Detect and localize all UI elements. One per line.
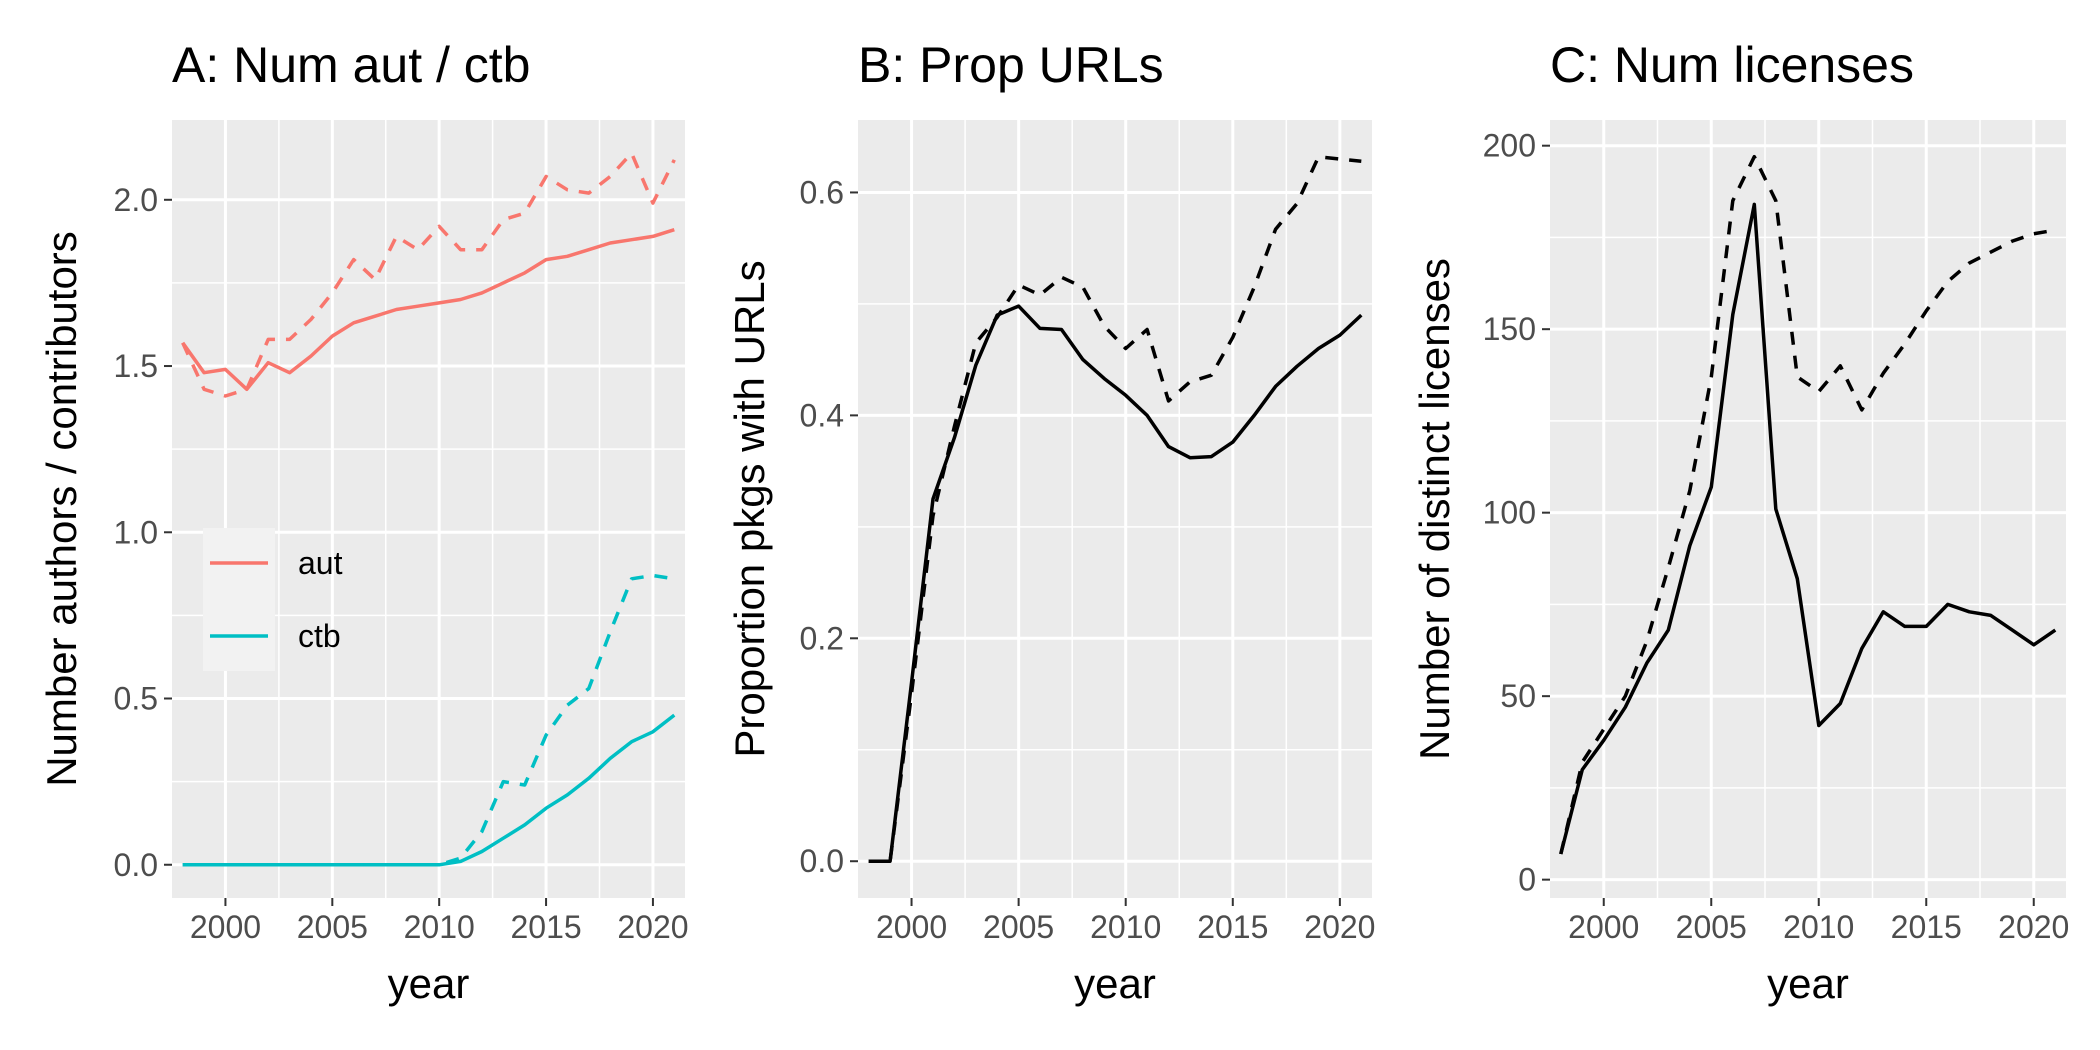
panel-a-series-line-ctb-dashed <box>182 573 675 867</box>
panel-c-x-tick-label: 2000 <box>1568 909 1639 945</box>
panel-c-series-line-dashed <box>1559 154 2056 855</box>
panel-b-x-tick-label: 2020 <box>1304 909 1375 945</box>
panel-c-y-tick-label: 100 <box>1483 495 1536 531</box>
panel-c-x-tick-label: 2020 <box>1998 909 2069 945</box>
panel-b-x-tick-label: 2015 <box>1197 909 1268 945</box>
panel-b-y-tick-label: 0.6 <box>800 174 844 210</box>
panel-c-x-tick-label: 2015 <box>1891 909 1962 945</box>
panel-c-y-axis-title: Number of distinct licenses <box>1411 258 1458 760</box>
panel-c-y-tick-label: 50 <box>1500 678 1536 714</box>
panel-c-x-tick-label: 2005 <box>1676 909 1747 945</box>
panel-a-series-line-aut-solid <box>181 228 675 392</box>
panel-a-y-tick-label: 2.0 <box>114 182 158 218</box>
panel-a-x-tick-label: 2020 <box>617 909 688 945</box>
panel-b-title: B: Prop URLs <box>858 37 1164 93</box>
panel-c-y-tick-label: 200 <box>1483 128 1536 164</box>
legend-label-aut: aut <box>298 545 343 581</box>
panel-a-x-tick-label: 2005 <box>297 909 368 945</box>
panel-b-y-tick-label: 0.0 <box>800 843 844 879</box>
panel-a-y-axis-title: Number authors / contributors <box>38 231 85 787</box>
panel-a-y-tick-label: 1.0 <box>114 514 158 550</box>
panel-a: 2000 2005 2010 2015 2020 0.0 0.5 1.0 1.5 2.0 A: Nu… <box>38 37 689 1007</box>
panel-a-title: A: Num aut / ctb <box>172 37 530 93</box>
panel-a-legend: aut ctb <box>203 528 343 671</box>
panel-a-x-tick-label: 2015 <box>510 909 581 945</box>
panel-b-x-tick-label: 2010 <box>1090 909 1161 945</box>
panel-b-x-axis-title: year <box>1074 960 1156 1007</box>
panel-b-x-tick-label: 2000 <box>876 909 947 945</box>
panel-b-y-axis-title: Proportion pkgs with URLs <box>726 260 773 757</box>
panel-c: 2000 2005 2010 2015 2020 0 50 100 150 200 C: Num l… <box>1411 37 2069 1007</box>
panel-a-y-tick-label: 0.5 <box>114 681 158 717</box>
panel-a-x-tick-label: 2010 <box>404 909 475 945</box>
panel-c-title: C: Num licenses <box>1550 37 1914 93</box>
panel-a-x-axis-title: year <box>388 960 470 1007</box>
panel-b-y-tick-label: 0.2 <box>800 620 844 656</box>
panel-b-series-line-dashed <box>868 155 1362 863</box>
panel-b-x-tick-label: 2005 <box>983 909 1054 945</box>
panel-b-y-tick-label: 0.4 <box>800 397 844 433</box>
panel-b-plot-background <box>858 120 1372 898</box>
legend-label-ctb: ctb <box>298 618 341 654</box>
panel-a-y-tick-label: 0.0 <box>114 847 158 883</box>
panel-a-y-tick-label: 1.5 <box>114 348 158 384</box>
panel-c-x-axis-title: year <box>1767 960 1849 1007</box>
panel-a-x-tick-label: 2000 <box>190 909 261 945</box>
panel-a-series-line-aut-dashed <box>181 151 676 398</box>
panel-b: 2000 2005 2010 2015 2020 0.0 0.2 0.4 0.6 B: Prop … <box>726 37 1375 1007</box>
legend-key-background <box>203 528 275 671</box>
panel-c-y-tick-label: 150 <box>1483 311 1536 347</box>
panel-c-x-tick-label: 2010 <box>1783 909 1854 945</box>
panel-c-series-line-solid <box>1559 202 2057 855</box>
panel-c-y-tick-label: 0 <box>1518 862 1536 898</box>
